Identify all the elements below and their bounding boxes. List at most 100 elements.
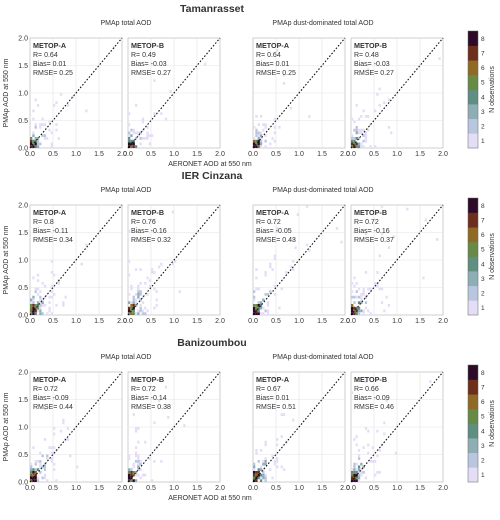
histogram-cell <box>392 235 395 238</box>
histogram-cell <box>134 298 138 302</box>
histogram-cell <box>46 457 49 460</box>
histogram-cell <box>269 262 272 266</box>
histogram-cell <box>130 471 133 474</box>
histogram-cell <box>157 265 161 269</box>
histogram-cell <box>351 471 354 474</box>
histogram-cell <box>34 306 37 310</box>
histogram-cell <box>34 287 37 291</box>
histogram-cell <box>362 145 365 148</box>
histogram-cell <box>357 479 361 482</box>
histogram-cell <box>39 465 42 469</box>
bias-value: Bias= -0.09 <box>33 395 69 402</box>
histogram-cell <box>128 468 131 471</box>
histogram-cell <box>276 465 279 469</box>
histogram-cell <box>144 137 147 140</box>
x-tick-label: 2.0 <box>438 318 448 325</box>
histogram-cell <box>360 468 363 471</box>
scatter-panel: METOP-B R= 0.66 Bias= -0.09 RMSE= 0.46 0.0 0.… <box>346 371 448 492</box>
colorbar-label: N observations <box>489 233 496 280</box>
histogram-cell <box>43 137 47 140</box>
histogram-cell <box>429 380 432 383</box>
histogram-cell <box>364 301 368 304</box>
histogram-cell <box>137 293 140 296</box>
histogram-cell <box>139 306 142 310</box>
histogram-cell <box>53 293 56 296</box>
histogram-cell <box>353 284 356 288</box>
histogram-cell <box>171 262 174 266</box>
histogram-cell <box>39 462 42 466</box>
histogram-cell <box>255 304 258 307</box>
histogram-cell <box>259 131 263 135</box>
histogram-cell <box>130 306 133 310</box>
histogram-cell <box>357 117 361 121</box>
histogram-cell <box>289 106 293 110</box>
histogram-cell <box>139 293 142 296</box>
scatter-panel: METOP-B R= 0.76 Bias= -0.16 RMSE= 0.32 0.0 0.… <box>123 204 225 325</box>
bias-value: Bias= -0.14 <box>131 395 167 402</box>
histogram-cell <box>357 145 361 148</box>
histogram-cell <box>376 271 379 274</box>
histogram-cell <box>43 407 47 411</box>
histogram-cell <box>34 479 37 482</box>
histogram-cell <box>278 126 281 129</box>
histogram-cell <box>364 131 368 135</box>
x-tick-label: 1.5 <box>94 151 104 158</box>
histogram-cell <box>282 413 286 416</box>
histogram-cell <box>50 131 53 135</box>
histogram-cell <box>39 301 42 304</box>
histogram-cell <box>378 254 381 258</box>
scatter-panel: METOP-B R= 0.49 Bias= -0.03 RMSE= 0.27 0.0 0.… <box>123 37 225 158</box>
rmse-value: RMSE= 0.32 <box>131 237 171 244</box>
histogram-cell <box>30 465 33 469</box>
histogram-cell <box>146 276 149 280</box>
histogram-cell <box>380 287 384 291</box>
histogram-cell <box>262 473 265 477</box>
histogram-cell <box>357 295 361 299</box>
histogram-cell <box>30 145 33 148</box>
histogram-cell <box>264 123 267 126</box>
histogram-cell <box>380 205 384 208</box>
colorbar-segment <box>468 89 478 105</box>
histogram-cell <box>128 260 131 263</box>
histogram-cell <box>362 312 365 315</box>
histogram-cell <box>134 460 138 463</box>
histogram-cell <box>369 290 372 293</box>
histogram-cell <box>128 476 131 480</box>
histogram-cell <box>362 446 365 449</box>
histogram-cell <box>59 93 63 96</box>
histogram-cell <box>362 465 365 469</box>
histogram-cell <box>269 142 272 146</box>
histogram-cell <box>271 137 274 140</box>
histogram-cell <box>71 95 74 99</box>
histogram-cell <box>134 473 138 477</box>
histogram-cell <box>351 473 354 477</box>
histogram-cell <box>351 476 354 480</box>
x-tick-label: 2.0 <box>215 318 225 325</box>
histogram-cell <box>259 476 263 480</box>
histogram-cell <box>394 451 397 455</box>
r-value: R= 0.72 <box>33 386 58 393</box>
histogram-cell <box>266 301 270 304</box>
one-to-one-line <box>350 37 444 149</box>
colorbar-tick-label: 4 <box>481 261 485 268</box>
colorbar-segment <box>468 104 478 120</box>
histogram-cell <box>139 309 142 313</box>
histogram-cell <box>43 462 47 466</box>
colorbar-segment <box>468 241 478 257</box>
x-tick-label: 1.5 <box>192 318 202 325</box>
histogram-cell <box>264 139 267 143</box>
histogram-cell <box>360 115 363 118</box>
histogram-cell <box>353 309 356 313</box>
x-tick-label: 0.0 <box>346 485 356 492</box>
histogram-cell <box>357 131 361 135</box>
site-title: Tamanrasset <box>180 3 245 15</box>
histogram-cell <box>134 471 138 474</box>
y-tick-label: 0.0 <box>18 313 28 320</box>
colorbar-segment <box>468 285 478 301</box>
x-tick-label: 0.0 <box>248 151 258 158</box>
x-tick-label: 2.0 <box>438 485 448 492</box>
histogram-cell <box>151 134 154 137</box>
histogram-cell <box>134 131 138 135</box>
satellite-label: METOP-A <box>33 375 66 384</box>
x-tick-label: 1.5 <box>317 485 327 492</box>
